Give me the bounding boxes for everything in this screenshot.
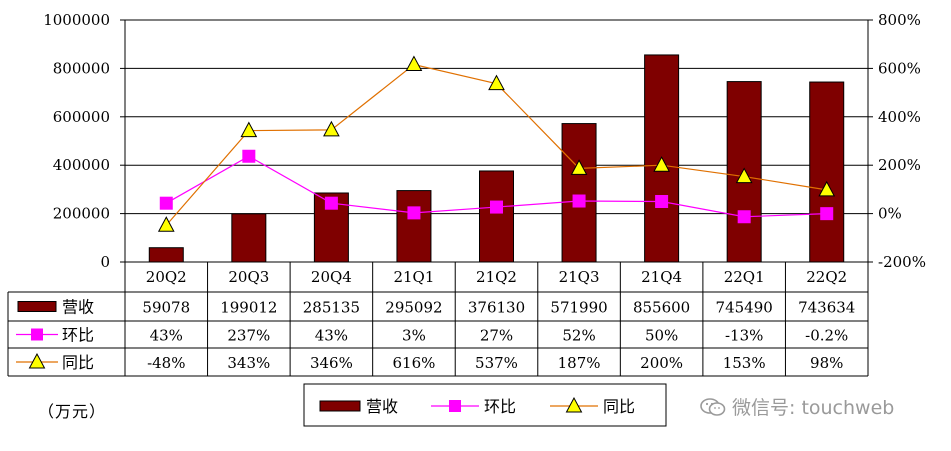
yoy-point-20Q3 [240,121,258,138]
table-cell-yoy: 200% [640,354,683,372]
watermark-text: 微信号: touchweb [732,397,895,419]
x-tick-label: 20Q4 [311,268,352,286]
y-right-tick-label: 200% [878,156,921,174]
legend-box [303,383,667,427]
table-cell-mom: 43% [315,327,348,345]
yoy-point-21Q1 [405,55,423,72]
table-cell-revenue: 571990 [550,299,607,317]
mom-point-22Q1 [737,210,751,224]
x-tick-label: 21Q2 [476,268,517,286]
y-left-tick-label: 600000 [53,108,110,126]
wechat-icon [700,398,726,416]
mom-point-20Q4 [324,196,338,210]
mom-point-21Q4 [655,195,669,208]
table-cell-mom: 3% [402,327,426,345]
growth-markers [157,55,836,232]
bar-21Q1 [396,190,432,263]
table-cell-mom: 52% [562,327,595,345]
y-right-tick-label: 800% [878,11,921,29]
yoy-point-22Q1 [735,167,753,184]
table-cell-mom: -13% [725,327,763,345]
table-key-mom [31,328,43,341]
mom-point-21Q2 [490,200,503,214]
legend-key-yoy [565,396,583,413]
x-tick-label: 20Q3 [228,268,269,286]
y-left-tick-label: 400000 [53,156,110,174]
bar-21Q2 [479,170,514,263]
table-cell-mom: 237% [227,327,270,345]
table-cell-mom: 43% [150,327,183,345]
y-left-tick-label: 200000 [53,205,110,223]
table-cell-yoy: 153% [723,354,766,372]
table-cell-revenue: 855600 [633,299,690,317]
y-right-tick-label: 400% [878,108,921,126]
revenue-bars [148,54,845,263]
table-row-label-mom: 环比 [62,326,94,345]
legend-key-revenue [319,400,361,412]
y-right-tick-label: -200% [878,253,926,271]
table-cell-yoy: 343% [227,354,270,372]
yoy-point-21Q3 [570,159,588,175]
table-cell-yoy: 346% [310,354,353,372]
table-cell-revenue: 376130 [468,299,525,317]
mom-point-22Q2 [820,207,834,221]
table-cell-revenue: 743634 [798,299,855,317]
table-cell-mom: 50% [645,327,678,345]
legend-label-mom: 环比 [484,397,516,416]
yoy-point-22Q2 [818,180,836,197]
y-left-tick-label: 1000000 [43,11,110,29]
unit-label: （万元） [38,402,107,421]
table-cell-revenue: 59078 [142,299,190,317]
mom-point-21Q1 [407,206,421,220]
x-tick-label: 21Q1 [393,268,434,286]
mom-point-21Q3 [572,194,586,208]
legend-label-yoy: 同比 [603,397,635,416]
table-key-yoy [28,352,46,369]
table-cell-yoy: 187% [558,354,601,372]
legend-label-revenue: 营收 [366,397,398,416]
bar-20Q2 [148,247,184,263]
table-cell-revenue: 295092 [385,299,442,317]
legend-key-mom [449,400,461,412]
table-cell-yoy: 98% [810,354,843,372]
bar-21Q3 [561,123,597,263]
y-right-tick-label: 600% [878,59,921,77]
table-cell-yoy: 537% [475,354,518,372]
yoy-point-21Q4 [653,156,670,172]
table-row-label-revenue: 营收 [62,298,94,317]
table-cell-yoy: 616% [392,354,435,372]
bar-20Q3 [231,213,267,263]
legend: 营收 环比 同比 [303,383,667,427]
y-left-tick-label: 800000 [53,59,110,77]
watermark: 微信号: touchweb [700,393,894,420]
x-tick-label: 21Q4 [641,268,682,286]
yoy-point-21Q2 [488,74,505,91]
y-left-tick-label: 0 [100,253,110,271]
table-cell-yoy: -48% [147,354,185,372]
x-tick-label: 22Q1 [724,268,765,286]
x-tick-label: 21Q3 [559,268,600,286]
x-tick-label: 22Q2 [806,268,847,286]
mom-point-20Q3 [242,149,256,163]
table-key-revenue [17,301,57,312]
table-cell-revenue: 199012 [220,299,277,317]
yoy-point-20Q2 [157,216,175,232]
table-cell-mom: 27% [480,327,513,345]
bar-22Q2 [809,81,845,263]
yoy-point-20Q4 [323,120,340,137]
table-cell-mom: -0.2% [805,327,848,345]
data-table: 20Q2 20Q3 20Q4 21Q1 21Q2 21Q3 21Q4 22Q1 22Q2 营收 59… [7,261,869,377]
table-row-label-yoy: 同比 [62,353,94,372]
axes: 0 200000 400000 600000 800000 1000000 -200% 0% 2… [43,11,926,271]
x-tick-label: 20Q2 [146,268,187,286]
y-right-tick-label: 0% [878,205,902,223]
table-cell-revenue: 745490 [716,299,773,317]
mom-point-20Q2 [159,196,173,210]
table-cell-revenue: 285135 [303,299,360,317]
